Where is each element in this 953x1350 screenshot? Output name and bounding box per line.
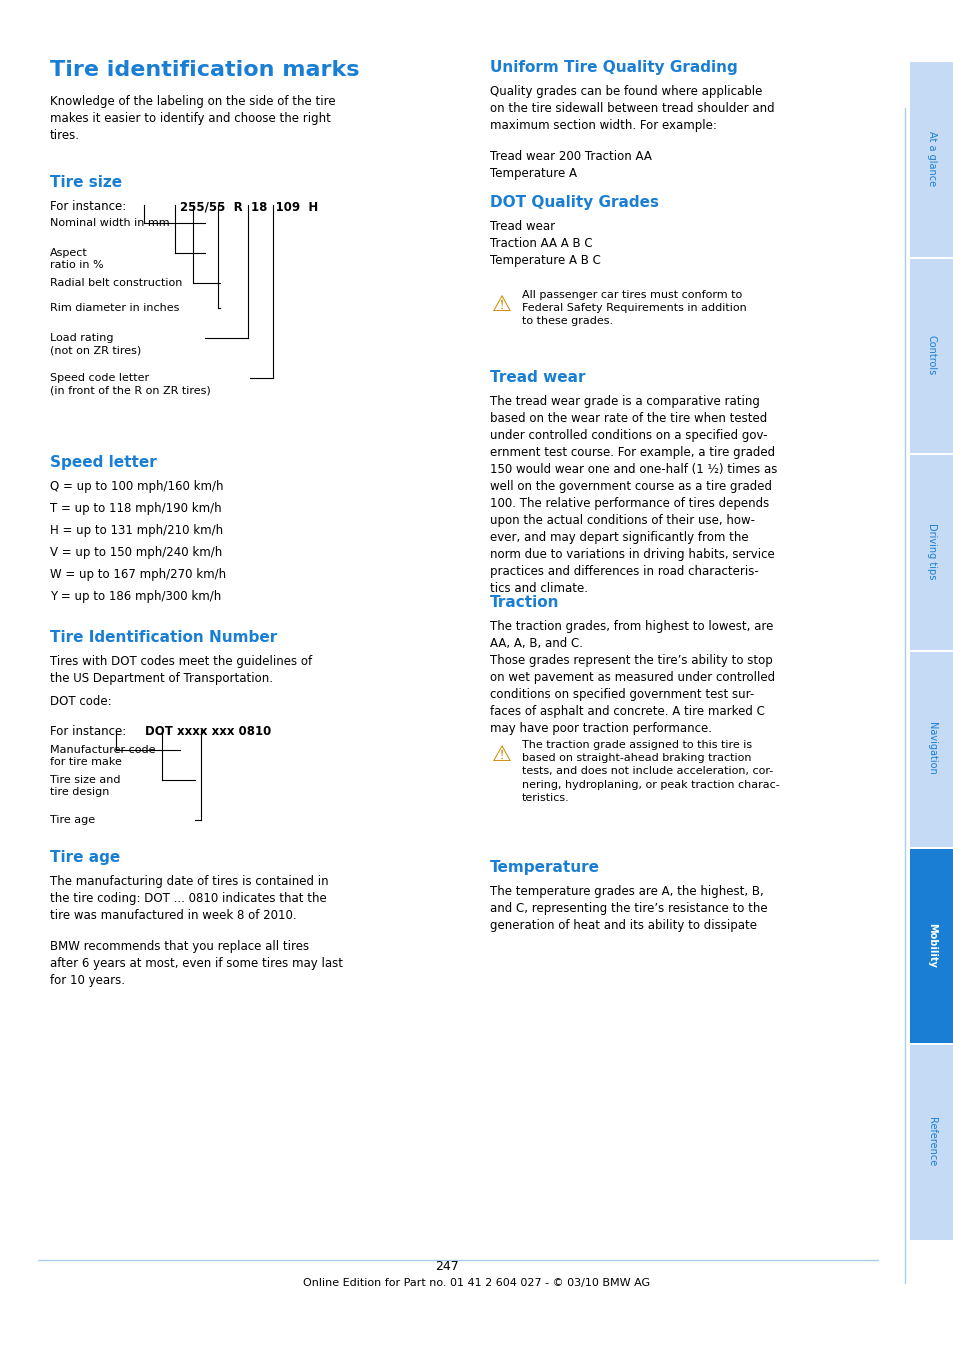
Text: Tread wear
Traction AA A B C
Temperature A B C: Tread wear Traction AA A B C Temperature… xyxy=(490,220,600,267)
Text: Tire identification marks: Tire identification marks xyxy=(50,59,359,80)
Text: The manufacturing date of tires is contained in
the tire coding: DOT ... 0810 in: The manufacturing date of tires is conta… xyxy=(50,875,328,922)
Text: Speed code letter
(in front of the R on ZR tires): Speed code letter (in front of the R on … xyxy=(50,373,211,396)
Text: DOT Quality Grades: DOT Quality Grades xyxy=(490,194,659,211)
Text: Speed letter: Speed letter xyxy=(50,455,156,470)
Text: Rim diameter in inches: Rim diameter in inches xyxy=(50,302,179,313)
Text: Tire size and
tire design: Tire size and tire design xyxy=(50,775,120,798)
Text: The traction grades, from highest to lowest, are
AA, A, B, and C.
Those grades r: The traction grades, from highest to low… xyxy=(490,620,774,734)
Text: At a glance: At a glance xyxy=(926,131,936,186)
Text: Tire age: Tire age xyxy=(50,815,95,825)
Text: Tire size: Tire size xyxy=(50,176,122,190)
Text: Online Edition for Part no. 01 41 2 604 027 - © 03/10 BMW AG: Online Edition for Part no. 01 41 2 604 … xyxy=(303,1278,650,1288)
Text: Navigation: Navigation xyxy=(926,722,936,775)
Text: BMW recommends that you replace all tires
after 6 years at most, even if some ti: BMW recommends that you replace all tire… xyxy=(50,940,343,987)
Text: Quality grades can be found where applicable
on the tire sidewall between tread : Quality grades can be found where applic… xyxy=(490,85,774,132)
Text: Temperature: Temperature xyxy=(490,860,599,875)
Text: Controls: Controls xyxy=(926,335,936,375)
Text: Tire age: Tire age xyxy=(50,850,120,865)
Text: Driving tips: Driving tips xyxy=(926,524,936,580)
Text: V = up to 150 mph/240 km/h: V = up to 150 mph/240 km/h xyxy=(50,545,222,559)
Text: Mobility: Mobility xyxy=(926,922,936,968)
Text: Nominal width in mm: Nominal width in mm xyxy=(50,217,170,228)
Text: Tread wear: Tread wear xyxy=(490,370,585,385)
Text: For instance:: For instance: xyxy=(50,200,126,213)
Bar xyxy=(909,652,953,846)
Text: Load rating
(not on ZR tires): Load rating (not on ZR tires) xyxy=(50,333,141,355)
Text: Manufacturer code
for tire make: Manufacturer code for tire make xyxy=(50,745,155,767)
Bar xyxy=(909,849,953,1044)
Text: Reference: Reference xyxy=(926,1116,936,1166)
Text: All passenger car tires must conform to
Federal Safety Requirements in addition
: All passenger car tires must conform to … xyxy=(521,290,746,327)
Text: Knowledge of the labeling on the side of the tire
makes it easier to identify an: Knowledge of the labeling on the side of… xyxy=(50,95,335,142)
Text: For instance:: For instance: xyxy=(50,725,126,738)
Text: Traction: Traction xyxy=(490,595,558,610)
Text: H = up to 131 mph/210 km/h: H = up to 131 mph/210 km/h xyxy=(50,524,223,537)
Text: The temperature grades are A, the highest, B,
and C, representing the tire’s res: The temperature grades are A, the highes… xyxy=(490,886,767,931)
Text: Radial belt construction: Radial belt construction xyxy=(50,278,182,288)
Text: Tread wear 200 Traction AA
Temperature A: Tread wear 200 Traction AA Temperature A xyxy=(490,150,651,180)
Text: ⚠: ⚠ xyxy=(492,745,512,765)
Text: Y = up to 186 mph/300 km/h: Y = up to 186 mph/300 km/h xyxy=(50,590,221,603)
Text: W = up to 167 mph/270 km/h: W = up to 167 mph/270 km/h xyxy=(50,568,226,580)
Text: Aspect
ratio in %: Aspect ratio in % xyxy=(50,248,104,270)
Text: ⚠: ⚠ xyxy=(492,296,512,315)
Text: The traction grade assigned to this tire is
based on straight-ahead braking trac: The traction grade assigned to this tire… xyxy=(521,740,779,803)
Text: Uniform Tire Quality Grading: Uniform Tire Quality Grading xyxy=(490,59,737,76)
Text: 255/55  R  18  109  H: 255/55 R 18 109 H xyxy=(180,200,318,213)
Text: Q = up to 100 mph/160 km/h: Q = up to 100 mph/160 km/h xyxy=(50,481,223,493)
Bar xyxy=(909,1045,953,1241)
Text: DOT code:: DOT code: xyxy=(50,695,112,707)
Bar xyxy=(909,259,953,454)
Bar xyxy=(909,455,953,649)
Bar xyxy=(909,62,953,257)
Text: T = up to 118 mph/190 km/h: T = up to 118 mph/190 km/h xyxy=(50,502,221,514)
Text: 247: 247 xyxy=(435,1260,458,1273)
Text: Tires with DOT codes meet the guidelines of
the US Department of Transportation.: Tires with DOT codes meet the guidelines… xyxy=(50,655,312,684)
Text: DOT xxxx xxx 0810: DOT xxxx xxx 0810 xyxy=(145,725,271,738)
Text: Tire Identification Number: Tire Identification Number xyxy=(50,630,277,645)
Text: The tread wear grade is a comparative rating
based on the wear rate of the tire : The tread wear grade is a comparative ra… xyxy=(490,396,777,595)
